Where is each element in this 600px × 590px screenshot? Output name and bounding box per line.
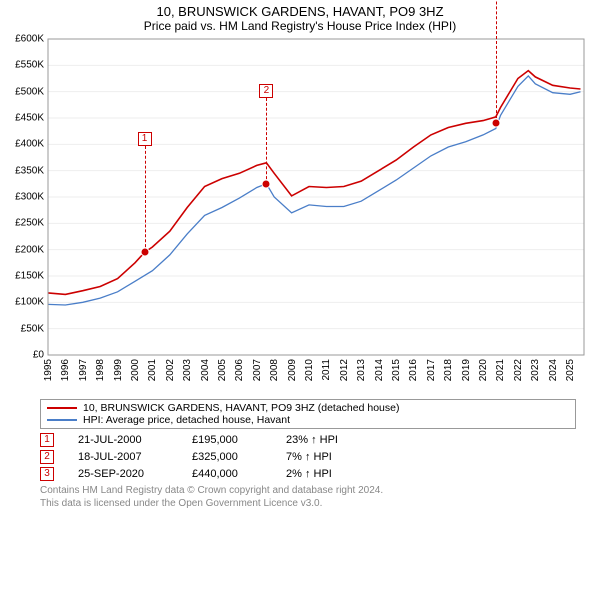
attribution-line: Contains HM Land Registry data © Crown c… — [40, 485, 576, 498]
x-tick-label: 2006 — [234, 359, 245, 381]
sale-delta: 2% ↑ HPI — [286, 468, 332, 480]
x-tick-label: 2000 — [130, 359, 141, 381]
sale-marker: 3 — [40, 467, 54, 481]
y-tick-label: £150K — [0, 271, 44, 282]
x-tick-label: 2017 — [426, 359, 437, 381]
marker-dot — [140, 248, 149, 257]
x-tick-label: 2004 — [200, 359, 211, 381]
page-title: 10, BRUNSWICK GARDENS, HAVANT, PO9 3HZ — [0, 0, 600, 19]
sale-delta: 7% ↑ HPI — [286, 451, 332, 463]
sale-marker: 2 — [40, 450, 54, 464]
y-tick-label: £200K — [0, 244, 44, 255]
sale-price: £440,000 — [192, 468, 262, 480]
x-tick-label: 1997 — [78, 359, 89, 381]
sale-row: 2 18-JUL-2007 £325,000 7% ↑ HPI — [40, 450, 576, 464]
y-tick-label: £500K — [0, 86, 44, 97]
y-tick-label: £550K — [0, 60, 44, 71]
x-tick-label: 2013 — [356, 359, 367, 381]
x-tick-label: 2007 — [252, 359, 263, 381]
y-tick-label: £0 — [0, 350, 44, 361]
x-tick-label: 2015 — [391, 359, 402, 381]
marker-guide — [496, 0, 497, 123]
y-tick-label: £400K — [0, 139, 44, 150]
sale-row: 3 25-SEP-2020 £440,000 2% ↑ HPI — [40, 467, 576, 481]
x-tick-label: 1998 — [95, 359, 106, 381]
y-tick-label: £250K — [0, 218, 44, 229]
sales-table: 1 21-JUL-2000 £195,000 23% ↑ HPI 2 18-JU… — [40, 433, 576, 481]
x-tick-label: 1995 — [43, 359, 54, 381]
x-tick-label: 2010 — [304, 359, 315, 381]
y-tick-label: £50K — [0, 323, 44, 334]
x-tick-label: 1999 — [113, 359, 124, 381]
x-tick-label: 2019 — [461, 359, 472, 381]
x-tick-label: 2008 — [269, 359, 280, 381]
x-tick-label: 2012 — [339, 359, 350, 381]
y-tick-label: £600K — [0, 34, 44, 45]
x-tick-label: 2020 — [478, 359, 489, 381]
sale-date: 25-SEP-2020 — [78, 468, 168, 480]
legend-item: 10, BRUNSWICK GARDENS, HAVANT, PO9 3HZ (… — [47, 402, 569, 414]
x-tick-label: 2009 — [287, 359, 298, 381]
sale-delta: 23% ↑ HPI — [286, 434, 338, 446]
x-tick-label: 2018 — [443, 359, 454, 381]
marker-label: 2 — [259, 84, 273, 98]
sale-date: 18-JUL-2007 — [78, 451, 168, 463]
marker-dot — [491, 119, 500, 128]
x-tick-label: 1996 — [60, 359, 71, 381]
attribution-line: This data is licensed under the Open Gov… — [40, 498, 576, 511]
y-tick-label: £300K — [0, 192, 44, 203]
x-tick-label: 2003 — [182, 359, 193, 381]
legend-label: HPI: Average price, detached house, Hava… — [83, 414, 290, 426]
x-tick-label: 2002 — [165, 359, 176, 381]
sale-row: 1 21-JUL-2000 £195,000 23% ↑ HPI — [40, 433, 576, 447]
legend-swatch — [47, 407, 77, 409]
y-tick-label: £350K — [0, 165, 44, 176]
marker-guide — [145, 146, 146, 252]
sale-marker: 1 — [40, 433, 54, 447]
x-tick-label: 2022 — [513, 359, 524, 381]
x-tick-label: 2005 — [217, 359, 228, 381]
legend-label: 10, BRUNSWICK GARDENS, HAVANT, PO9 3HZ (… — [83, 402, 399, 414]
x-tick-label: 2021 — [495, 359, 506, 381]
price-chart: £0 £50K £100K £150K £200K £250K £300K £350K £400… — [0, 35, 600, 395]
sale-date: 21-JUL-2000 — [78, 434, 168, 446]
marker-guide — [266, 98, 267, 184]
x-tick-label: 2016 — [408, 359, 419, 381]
sale-price: £195,000 — [192, 434, 262, 446]
x-tick-label: 2023 — [530, 359, 541, 381]
x-tick-label: 2011 — [321, 359, 332, 381]
x-tick-label: 2024 — [548, 359, 559, 381]
x-tick-label: 2025 — [565, 359, 576, 381]
sale-price: £325,000 — [192, 451, 262, 463]
x-tick-label: 2001 — [147, 359, 158, 381]
legend-item: HPI: Average price, detached house, Hava… — [47, 414, 569, 426]
marker-label: 1 — [138, 132, 152, 146]
x-tick-label: 2014 — [374, 359, 385, 381]
y-tick-label: £450K — [0, 113, 44, 124]
y-tick-label: £100K — [0, 297, 44, 308]
legend-swatch — [47, 419, 77, 421]
page-subtitle: Price paid vs. HM Land Registry's House … — [0, 19, 600, 35]
attribution: Contains HM Land Registry data © Crown c… — [40, 485, 576, 510]
marker-dot — [262, 179, 271, 188]
legend-box: 10, BRUNSWICK GARDENS, HAVANT, PO9 3HZ (… — [40, 399, 576, 429]
